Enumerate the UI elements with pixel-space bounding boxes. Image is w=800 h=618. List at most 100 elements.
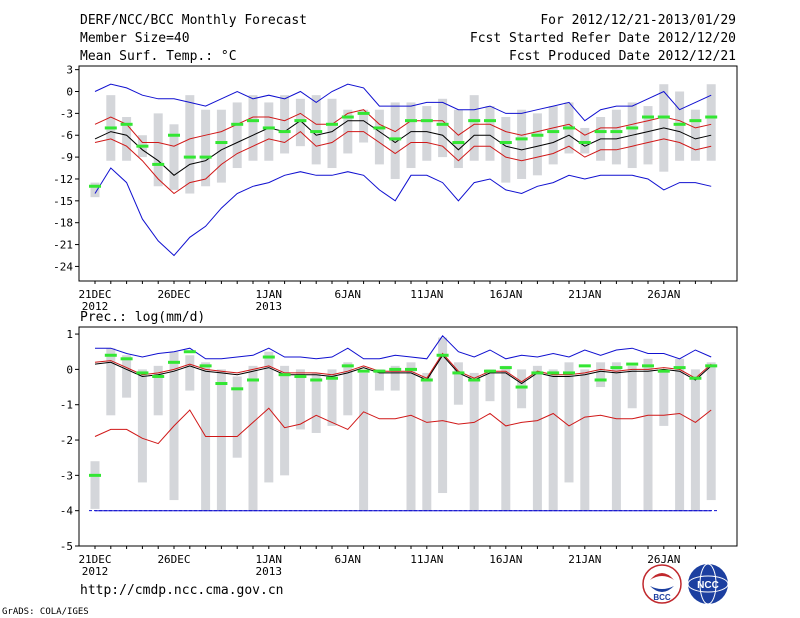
temp-range-bar (548, 106, 558, 165)
prec-range-bar (106, 348, 116, 416)
prec-range-bar (517, 369, 527, 409)
prec-observed-marker (531, 371, 544, 375)
temp-y-tick-label: -12 (53, 173, 73, 186)
prec-range-bar (216, 369, 226, 511)
temp-y-tick-label: -15 (53, 195, 73, 208)
temp-observed-marker (452, 141, 465, 145)
temp-range-bar (390, 102, 400, 179)
prec-range-bar (485, 369, 495, 402)
temp-observed-marker (247, 119, 259, 123)
temp-observed-marker (563, 126, 575, 130)
temp-mean-line (94, 120, 712, 176)
temp-x-label: 11JAN (410, 288, 443, 301)
prec-range-bar (548, 369, 558, 511)
prec-x-label: 21DEC (78, 553, 111, 566)
temp-observed-marker (515, 137, 528, 141)
prec-range-bar (137, 369, 147, 483)
fcst-started-date: Fcst Started Refer Date 2012/12/20 (470, 31, 736, 46)
prec-x-label: 1JAN (256, 553, 283, 566)
prec-observed-marker (436, 353, 449, 357)
temp-range-bar (169, 124, 179, 190)
prec-range-bar (90, 461, 100, 509)
prec-observed-marker (563, 371, 575, 375)
prec-range-bar (501, 365, 511, 511)
prec-range-bar (627, 365, 637, 409)
prec-observed-marker (120, 357, 133, 361)
temp-observed-marker (389, 137, 402, 141)
bcc-logo-text: BCC (653, 593, 671, 602)
temp-y-tick-label: -3 (60, 107, 73, 120)
temp-x-year-label: 2013 (256, 300, 283, 313)
prec-observed-marker (626, 362, 639, 366)
prec-x-label: 6JAN (335, 553, 362, 566)
prec-observed-marker (468, 378, 481, 382)
prec-observed-marker (326, 376, 338, 380)
prec-range-bar (596, 362, 606, 388)
temp-observed-marker (657, 115, 670, 119)
temp-y-tick-label: 3 (66, 64, 73, 77)
prec-observed-marker (673, 366, 686, 370)
prec-y-tick-label: 0 (66, 363, 73, 376)
prec-observed-marker (515, 385, 528, 389)
prec-observed-marker (547, 371, 560, 375)
prec-range-bar (706, 362, 716, 501)
prec-range-bar (675, 358, 685, 511)
temp-lower-line (94, 130, 712, 195)
temp-observed-marker (594, 130, 607, 134)
prec-range-bar (564, 362, 574, 483)
prec-observed-marker (642, 364, 654, 368)
temp-range-bar (469, 95, 479, 161)
temp-observed-marker (341, 115, 354, 119)
prec-observed-marker (452, 371, 465, 375)
prec-range-bar (453, 362, 463, 405)
temp-y-tick-label: -9 (60, 151, 73, 164)
prec-range-bar (469, 372, 479, 511)
prec-range-bar (327, 369, 337, 426)
temp-observed-marker (199, 155, 212, 159)
temp-x-year-label: 2012 (82, 300, 109, 313)
temp-x-label: 21DEC (78, 288, 111, 301)
prec-range-bar (343, 362, 353, 416)
temp-observed-marker (278, 130, 291, 134)
prec-observed-marker (610, 366, 623, 370)
prec-range-bar (122, 355, 132, 398)
prec-max-line (95, 335, 712, 360)
prec-observed-marker (104, 353, 117, 357)
temp-range-bar (216, 109, 226, 183)
prec-range-bar (295, 369, 305, 430)
temp-x-label: 26JAN (647, 288, 680, 301)
temp-observed-marker (642, 115, 654, 119)
temp-observed-marker (689, 119, 702, 123)
temp-observed-marker (626, 126, 639, 130)
source-url[interactable]: http://cmdp.ncc.cma.gov.cn (80, 583, 284, 598)
prec-range-bar (359, 372, 369, 511)
temp-range-bar (501, 117, 511, 183)
temp-upper-line (94, 109, 712, 147)
temp-range-bar (280, 95, 290, 154)
prec-range-bar (390, 365, 400, 391)
temp-observed-marker (215, 141, 228, 145)
temp-observed-marker (531, 133, 544, 137)
temp-observed-marker (405, 119, 417, 123)
prec-range-bar (264, 351, 274, 483)
temp-range-bar (532, 113, 542, 176)
temp-max-line (94, 83, 712, 122)
prec-x-label: 11JAN (410, 553, 443, 566)
temp-range-bar (690, 109, 700, 161)
temp-observed-marker (136, 144, 149, 148)
prec-y-tick-label: -5 (60, 540, 73, 553)
temp-observed-marker (673, 122, 686, 126)
bcc-logo-swirl-icon (650, 573, 674, 580)
prec-y-tick-label: -4 (60, 505, 74, 518)
prec-observed-marker (689, 376, 702, 380)
bcc-logo-wave-icon (650, 586, 674, 592)
temp-observed-marker (310, 130, 323, 134)
temp-range-bar (406, 102, 416, 169)
ncc-logo-globe-icon (688, 564, 728, 604)
temp-range-bar (706, 84, 716, 161)
temp-observed-marker (578, 141, 591, 145)
temp-observed-marker (373, 126, 386, 130)
temp-observed-marker (326, 122, 338, 126)
